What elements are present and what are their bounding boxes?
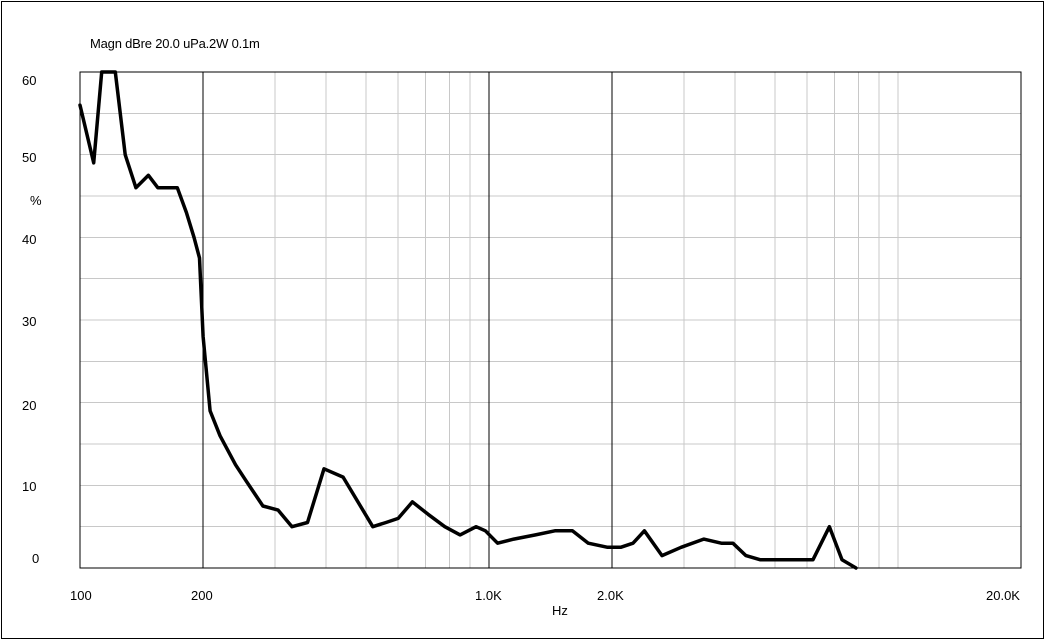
- x-tick-label-20k: 20.0K: [986, 588, 1020, 603]
- x-axis-label: Hz: [552, 603, 568, 618]
- y-axis-label: %: [30, 193, 42, 208]
- y-tick-label-40: 40: [22, 232, 37, 247]
- y-tick-label-30: 30: [22, 314, 37, 329]
- x-tick-label-1k: 1.0K: [475, 588, 502, 603]
- y-tick-label-60: 60: [22, 73, 37, 88]
- plot-border: [79, 71, 1022, 569]
- y-tick-label-50: 50: [22, 150, 37, 165]
- x-tick-label-200: 200: [191, 588, 213, 603]
- series-layer: [78, 70, 858, 570]
- series-line-0: [78, 70, 858, 570]
- chart-title: Magn dBre 20.0 uPa.2W 0.1m: [90, 36, 260, 51]
- x-tick-label-100: 100: [70, 588, 92, 603]
- y-tick-label-0: 0: [32, 551, 40, 566]
- y-tick-label-10: 10: [22, 479, 37, 494]
- minor-grid: [80, 72, 1021, 568]
- y-tick-label-20: 20: [22, 398, 37, 413]
- x-tick-label-2k: 2.0K: [597, 588, 624, 603]
